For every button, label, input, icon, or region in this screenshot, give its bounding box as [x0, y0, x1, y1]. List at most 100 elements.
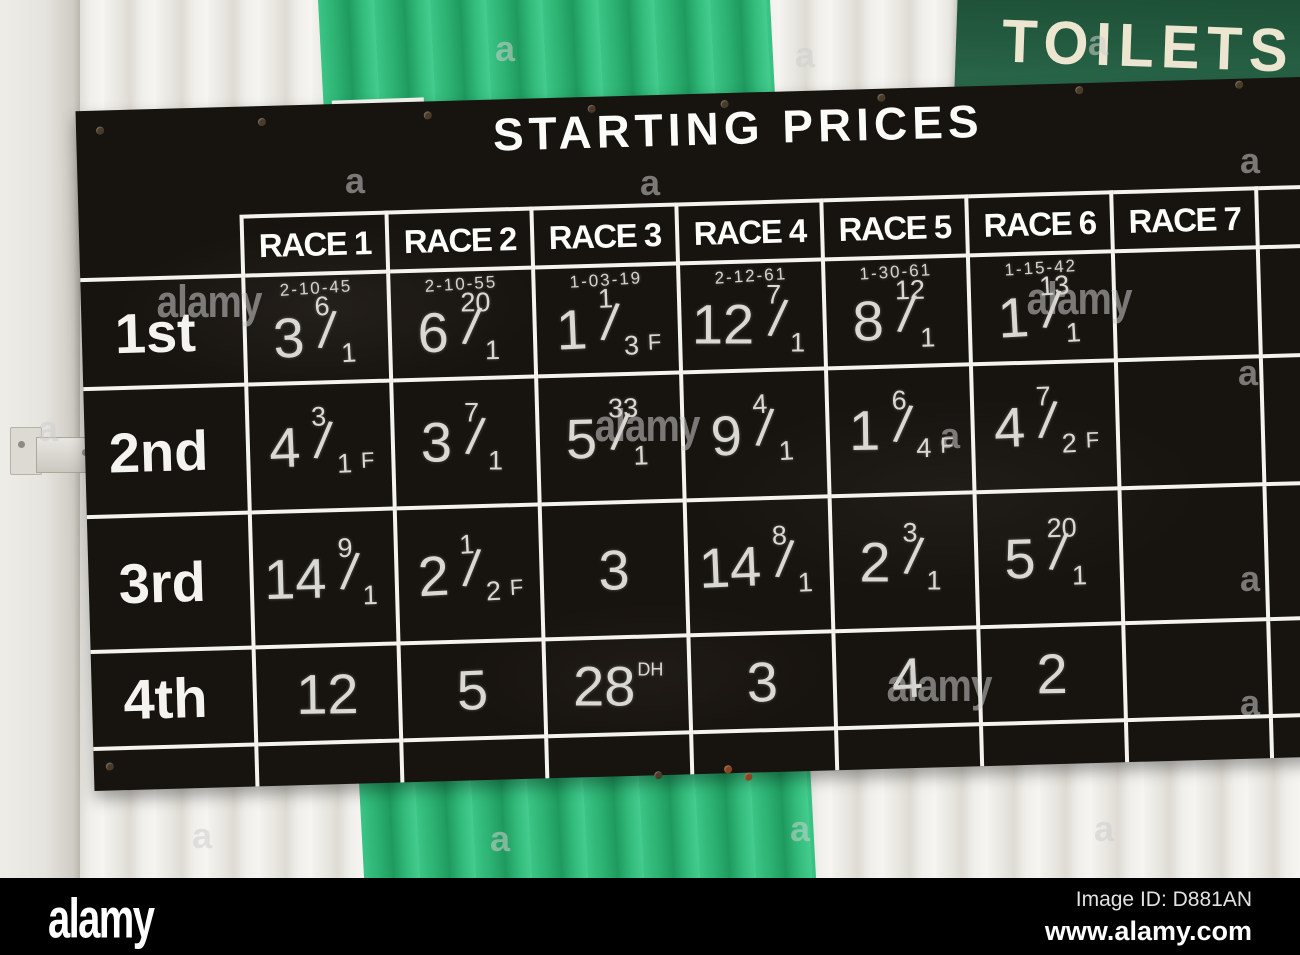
result-cell: 5 33/1 [538, 374, 687, 507]
race-header-cell: RACE 7 [1113, 186, 1260, 254]
chalk-odds-fraction: 4/1 [750, 389, 802, 472]
chalk-result: 28 DH [547, 639, 688, 732]
result-cell: 5 [400, 640, 549, 743]
chalk-result: 3 6/1 [244, 272, 391, 385]
result-cell: 4 [834, 627, 984, 731]
footer-bar: alamy Image ID: D881AN www.alamy.com [0, 878, 1300, 955]
chalk-horse-number: 14 [263, 545, 328, 611]
margin-cell [403, 738, 550, 783]
chalk-horse-number: 12 [691, 291, 755, 355]
image-id-text: Image ID: D881AN [1075, 888, 1252, 911]
chalk-odds-fraction: 9/1 [335, 532, 385, 614]
chalk-odds-fraction: 1/3 [596, 283, 647, 365]
chalk-horse-number: 5 [455, 657, 490, 722]
chalk-result: 12 7/1 [682, 263, 823, 368]
chalk-horse-number: 3 [745, 649, 779, 714]
favourite-marker: F [647, 328, 662, 355]
chalk-odds-denominator: 1 [488, 445, 504, 476]
chalk-odds-fraction: 6/4 [890, 385, 939, 468]
result-cell: 3 [541, 502, 691, 642]
chalk-result: 2 1/2 F [395, 505, 543, 644]
chalk-result: 4 7/2 F [972, 361, 1118, 491]
chalk-odds-fraction: 33/1 [606, 393, 656, 475]
board-title: STARTING PRICES [492, 94, 985, 161]
chalk-odds-denominator: 1 [919, 321, 936, 353]
footer-info: Image ID: D881AN www.alamy.com [1045, 888, 1252, 947]
margin-cell [983, 722, 1130, 767]
chalk-odds-fraction: 1/2 [457, 529, 509, 612]
chalk-odds-denominator: 2 [485, 575, 502, 607]
starting-prices-board: STARTING PRICES RACE 1 RACE 2 RACE 3 RACE 4… [75, 76, 1300, 791]
chalk-result: 3 [543, 503, 686, 636]
chalk-odds-denominator: 1 [336, 448, 353, 479]
chalk-odds-fraction: 13/1 [1037, 269, 1089, 353]
race-header-cell: RACE 4 [678, 198, 826, 266]
margin-cell [1127, 718, 1275, 763]
result-cell: 1-30-61 8 12/1 [825, 257, 973, 371]
favourite-marker: F [509, 573, 524, 600]
chalk-result: 6 20/1 [391, 271, 533, 378]
screw [1235, 80, 1244, 89]
result-cell: 14 8/1 [686, 498, 836, 638]
result-cell [1114, 249, 1263, 363]
result-cell: 3 7/1 [393, 378, 542, 511]
result-cell: 2 [980, 625, 1128, 727]
chalk-odds-denominator: 1 [340, 336, 358, 368]
margin-cell [93, 746, 260, 791]
result-cell: 12 [255, 645, 404, 747]
chalk-odds-fraction: 12/1 [893, 274, 943, 357]
result-cell: 4 7/2 F [972, 361, 1122, 495]
screw [257, 117, 267, 127]
row-label: 2nd [83, 386, 252, 520]
chalk-horse-number: 8 [851, 288, 885, 353]
chalk-result: 4 [834, 627, 980, 728]
chalk-horse-number: 28 [573, 653, 636, 717]
chalk-odds-denominator: 1 [633, 440, 649, 471]
race-header-cell: RACE 3 [533, 202, 681, 270]
chalk-horse-number: 2 [416, 543, 451, 608]
result-cell: 3 [690, 633, 839, 735]
toilets-sign-label: TOILETS [1000, 6, 1296, 85]
chalk-horse-number: 1 [996, 284, 1031, 350]
chalk-odds-denominator: 2 [1061, 428, 1078, 459]
chalk-result: 1 6/4 F [829, 367, 972, 493]
row-edge-cell [1262, 356, 1300, 487]
chalk-horse-number: 5 [1003, 526, 1037, 590]
chalk-odds-fraction: 7/2 [1034, 381, 1085, 464]
chalk-horse-number: 1 [554, 296, 589, 362]
header-edge-cell [1258, 184, 1300, 250]
chalk-odds-fraction: 6/1 [312, 290, 364, 374]
result-cell [1125, 621, 1273, 723]
header-spacer-cell [78, 214, 246, 283]
margin-edge-cell [1273, 717, 1300, 758]
screw [1075, 86, 1084, 95]
chalk-odds-denominator: 1 [926, 564, 942, 595]
chalk-result: 8 12/1 [825, 257, 969, 366]
margin-cell [693, 730, 840, 775]
result-cell: 1-03-19 1 1/3 F [535, 265, 684, 379]
row-label: 3rd [86, 514, 256, 655]
chalk-horse-number: 3 [271, 304, 306, 370]
result-cell: 2-10-55 6 20/1 [390, 269, 539, 383]
mounting-bracket [10, 425, 100, 483]
margin-cell [548, 734, 695, 779]
chalk-odds-denominator: 1 [1071, 559, 1088, 591]
chalk-horse-number: 2 [859, 529, 891, 593]
result-cell: 1 6/4 F [828, 366, 977, 499]
chalk-odds-denominator: 1 [797, 566, 814, 598]
result-cell: 1-15-42 1 13/1 [969, 253, 1118, 367]
chalk-result: 5 [400, 640, 545, 739]
margin-cell [838, 726, 985, 771]
chalk-result: 14 9/1 [252, 511, 397, 646]
result-cell: 28 DH [545, 637, 694, 739]
chalk-horse-number: 5 [564, 406, 598, 471]
chalk-odds-fraction: 20/1 [458, 287, 507, 369]
chalk-horse-number: 3 [598, 537, 631, 602]
margin-cell [258, 742, 405, 787]
chalk-odds-denominator: 3 [623, 329, 640, 361]
chalk-result: 9 4/1 [681, 369, 829, 501]
chalk-horse-number: 1 [848, 398, 881, 463]
chalk-horse-number: 4 [992, 395, 1027, 460]
bracket-screw [18, 441, 25, 448]
chalk-odds-fraction: 3/1 [309, 401, 360, 484]
